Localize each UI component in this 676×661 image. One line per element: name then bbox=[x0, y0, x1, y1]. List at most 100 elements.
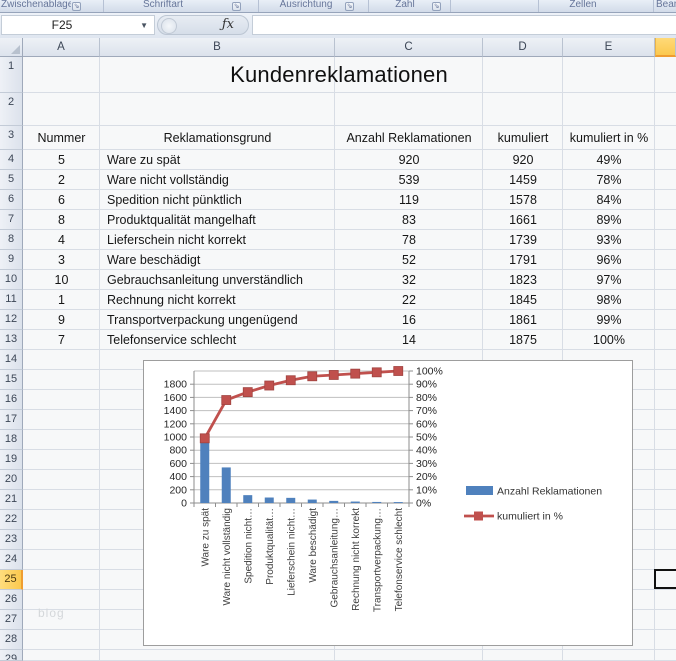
table-cell[interactable]: Ware nicht vollständig bbox=[107, 173, 229, 187]
table-cell[interactable]: Spedition nicht pünktlich bbox=[107, 193, 242, 207]
row-header-1[interactable]: 1 bbox=[0, 57, 23, 93]
bar-3[interactable] bbox=[243, 495, 253, 503]
table-cell[interactable]: Ware beschädigt bbox=[107, 253, 201, 267]
line-marker[interactable] bbox=[350, 368, 361, 379]
dialog-launcher-icon[interactable]: ⇘ bbox=[345, 2, 354, 11]
row-header-19[interactable]: 19 bbox=[0, 450, 23, 470]
table-cell[interactable]: 3 bbox=[58, 253, 65, 267]
table-cell[interactable]: 2 bbox=[58, 173, 65, 187]
table-cell[interactable]: 100% bbox=[593, 333, 625, 347]
table-cell[interactable]: Produktqualität mangelhaft bbox=[107, 213, 256, 227]
row-header-2[interactable]: 2 bbox=[0, 93, 23, 126]
formula-bar-splitter-icon[interactable] bbox=[161, 18, 177, 34]
table-cell[interactable]: 9 bbox=[58, 313, 65, 327]
row-header-26[interactable]: 26 bbox=[0, 590, 23, 610]
row-header-11[interactable]: 11 bbox=[0, 290, 23, 310]
table-cell[interactable]: 6 bbox=[58, 193, 65, 207]
dialog-launcher-icon[interactable]: ⇘ bbox=[432, 2, 441, 11]
table-header-cell[interactable]: kumuliert in % bbox=[569, 131, 649, 145]
row-header-17[interactable]: 17 bbox=[0, 410, 23, 430]
table-cell[interactable]: Lieferschein nicht korrekt bbox=[107, 233, 246, 247]
dialog-launcher-icon[interactable]: ⇘ bbox=[72, 2, 81, 11]
line-marker[interactable] bbox=[242, 387, 253, 398]
bar-10[interactable] bbox=[393, 502, 403, 503]
table-cell[interactable]: 16 bbox=[402, 313, 416, 327]
row-header-20[interactable]: 20 bbox=[0, 470, 23, 490]
table-cell[interactable]: 1861 bbox=[509, 313, 537, 327]
row-header-18[interactable]: 18 bbox=[0, 430, 23, 450]
line-marker[interactable] bbox=[199, 433, 210, 444]
column-header-a[interactable]: A bbox=[23, 38, 100, 57]
table-cell[interactable]: 1845 bbox=[509, 293, 537, 307]
table-cell[interactable]: 1661 bbox=[509, 213, 537, 227]
row-header-4[interactable]: 4 bbox=[0, 150, 23, 170]
row-header-7[interactable]: 7 bbox=[0, 210, 23, 230]
column-header-f-selected-partial[interactable] bbox=[655, 38, 676, 57]
table-header-cell[interactable]: Nummer bbox=[37, 131, 86, 145]
row-header-15[interactable]: 15 bbox=[0, 370, 23, 390]
column-header-b[interactable]: B bbox=[100, 38, 335, 57]
table-cell[interactable]: 78 bbox=[402, 233, 416, 247]
table-cell[interactable]: 920 bbox=[512, 153, 534, 167]
bar-5[interactable] bbox=[286, 497, 296, 503]
row-header-8[interactable]: 8 bbox=[0, 230, 23, 250]
row-header-28[interactable]: 28 bbox=[0, 630, 23, 650]
table-cell[interactable]: 97% bbox=[596, 273, 622, 287]
table-cell[interactable]: 8 bbox=[58, 213, 65, 227]
row-header-16[interactable]: 16 bbox=[0, 390, 23, 410]
row-header-27[interactable]: 27 bbox=[0, 610, 23, 630]
line-marker[interactable] bbox=[393, 366, 404, 376]
table-cell[interactable]: 83 bbox=[402, 213, 416, 227]
table-cell[interactable]: 1 bbox=[58, 293, 65, 307]
formula-input[interactable] bbox=[252, 15, 676, 35]
pareto-chart[interactable]: 0 200 400 600 800 1000 1200 1400 1600 1800 0% 10% 20… bbox=[143, 360, 633, 646]
table-cell[interactable]: 49% bbox=[596, 153, 622, 167]
insert-function-icon[interactable]: ƒx bbox=[221, 17, 234, 32]
table-cell[interactable]: Ware zu spät bbox=[107, 153, 181, 167]
row-header-29[interactable]: 29 bbox=[0, 650, 23, 661]
bar-4[interactable] bbox=[264, 497, 274, 503]
line-marker[interactable] bbox=[264, 380, 275, 391]
row-header-14[interactable]: 14 bbox=[0, 350, 23, 370]
table-cell[interactable]: 99% bbox=[596, 313, 622, 327]
legend-label-line[interactable]: kumuliert in % bbox=[497, 511, 563, 523]
table-cell[interactable]: 98% bbox=[596, 293, 622, 307]
bar-1[interactable] bbox=[200, 442, 210, 503]
row-header-3[interactable]: 3 bbox=[0, 126, 23, 150]
table-cell[interactable]: 7 bbox=[58, 333, 65, 347]
table-cell[interactable]: 1739 bbox=[509, 233, 537, 247]
table-cell[interactable]: 32 bbox=[402, 273, 416, 287]
select-all-corner[interactable] bbox=[0, 38, 23, 57]
row-header-6[interactable]: 6 bbox=[0, 190, 23, 210]
table-cell[interactable]: 1823 bbox=[509, 273, 537, 287]
row-header-23[interactable]: 23 bbox=[0, 530, 23, 550]
table-cell[interactable]: 89% bbox=[596, 213, 622, 227]
table-cell[interactable]: 539 bbox=[398, 173, 420, 187]
row-header-25[interactable]: 25 bbox=[0, 570, 23, 590]
line-marker[interactable] bbox=[328, 370, 339, 380]
table-cell[interactable]: 119 bbox=[399, 193, 419, 207]
row-header-24[interactable]: 24 bbox=[0, 550, 23, 570]
line-marker[interactable] bbox=[371, 367, 382, 378]
line-marker[interactable] bbox=[307, 371, 318, 382]
table-cell[interactable]: 52 bbox=[402, 253, 416, 267]
row-header-10[interactable]: 10 bbox=[0, 270, 23, 290]
row-header-21[interactable]: 21 bbox=[0, 490, 23, 510]
name-box[interactable]: F25 ▼ bbox=[1, 15, 155, 35]
table-cell[interactable]: Transportverpackung ungenügend bbox=[107, 313, 298, 327]
table-header-cell[interactable]: Anzahl Reklamationen bbox=[346, 131, 472, 145]
table-cell[interactable]: 22 bbox=[402, 293, 416, 307]
table-cell[interactable]: 84% bbox=[596, 193, 622, 207]
table-cell[interactable]: Telefonservice schlecht bbox=[107, 333, 237, 347]
chevron-down-icon[interactable]: ▼ bbox=[140, 21, 148, 30]
table-cell[interactable]: Rechnung nicht korrekt bbox=[107, 293, 236, 307]
table-header-cell[interactable]: kumuliert bbox=[497, 131, 549, 145]
table-cell[interactable]: 1791 bbox=[509, 253, 537, 267]
sheet-title-cell[interactable]: Kundenreklamationen bbox=[230, 62, 448, 87]
line-marker[interactable] bbox=[221, 395, 232, 405]
bar-7[interactable] bbox=[329, 500, 339, 503]
line-marker[interactable] bbox=[285, 375, 296, 386]
table-cell[interactable]: 4 bbox=[58, 233, 65, 247]
table-cell[interactable]: 1578 bbox=[509, 193, 537, 207]
cumulative-line[interactable] bbox=[203, 369, 399, 440]
